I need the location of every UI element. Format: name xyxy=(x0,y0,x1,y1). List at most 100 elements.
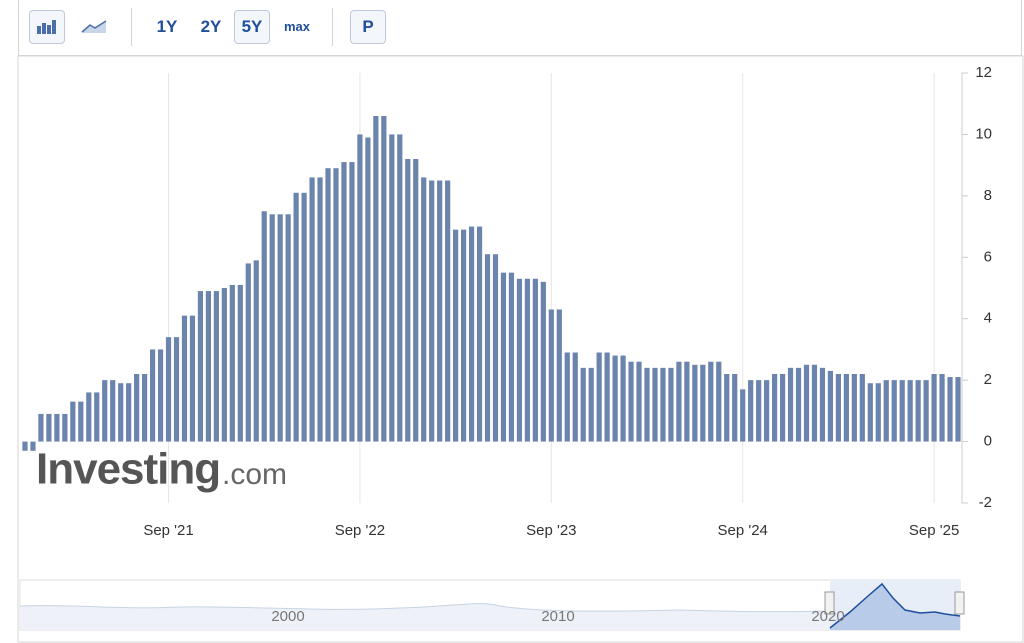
bar xyxy=(229,284,235,442)
bar xyxy=(397,134,403,442)
bar xyxy=(165,337,172,442)
bar xyxy=(54,413,60,442)
bar xyxy=(915,380,921,442)
navigator-handle[interactable] xyxy=(954,591,965,615)
separator xyxy=(131,8,132,46)
bar xyxy=(684,361,690,442)
bar xyxy=(803,364,810,442)
bar xyxy=(779,374,786,442)
bar xyxy=(118,383,124,442)
bar xyxy=(38,413,44,442)
navigator-label: 2000 xyxy=(271,608,304,625)
navigator-label: 2020 xyxy=(811,608,844,625)
bar xyxy=(827,370,834,442)
bar xyxy=(325,168,331,442)
bar xyxy=(500,272,507,442)
y-tick-label: 6 xyxy=(984,248,992,265)
icon xyxy=(81,20,107,33)
bar xyxy=(22,441,28,451)
bar xyxy=(867,383,873,442)
bar xyxy=(628,361,634,442)
bar xyxy=(205,291,212,442)
navigator-area xyxy=(20,603,830,630)
x-tick-label: Sep '24 xyxy=(717,522,767,539)
bar xyxy=(429,180,435,442)
y-tick-label: -2 xyxy=(979,494,992,511)
bar xyxy=(237,284,243,442)
bar xyxy=(181,315,188,442)
bar xyxy=(676,361,682,442)
bar xyxy=(317,177,323,442)
bar xyxy=(947,377,953,442)
bar xyxy=(548,309,554,442)
range-button[interactable]: 1Y xyxy=(156,17,178,36)
bar xyxy=(572,352,578,442)
bar xyxy=(644,367,650,442)
bar xyxy=(891,380,897,442)
bar xyxy=(955,377,961,442)
x-tick-label: Sep '21 xyxy=(143,522,193,539)
bar xyxy=(157,349,164,442)
range-button[interactable]: 5Y xyxy=(234,10,270,44)
bar xyxy=(86,392,92,442)
bar xyxy=(660,367,666,442)
bar xyxy=(102,380,108,442)
bar xyxy=(293,192,299,442)
watermark: Investing xyxy=(36,445,220,494)
bar xyxy=(261,211,267,442)
bar xyxy=(508,272,515,442)
chart-frame xyxy=(17,55,1024,643)
period-button[interactable]: P xyxy=(350,10,386,44)
bar xyxy=(437,180,443,442)
navigator-line xyxy=(829,582,961,629)
y-tick-label: 8 xyxy=(984,187,992,204)
bar xyxy=(333,168,339,442)
bar xyxy=(939,374,945,442)
bar xyxy=(349,162,355,442)
bar xyxy=(859,374,865,442)
navigator-area xyxy=(830,584,960,630)
bar xyxy=(899,380,905,442)
bar xyxy=(732,374,738,442)
range-button[interactable]: max xyxy=(283,19,311,34)
bar xyxy=(173,337,180,442)
bar xyxy=(62,413,68,442)
bar xyxy=(94,392,100,442)
bar xyxy=(851,374,857,442)
bar xyxy=(253,260,259,442)
y-tick-label: 0 xyxy=(984,433,992,450)
line-chart-icon[interactable] xyxy=(77,10,113,44)
bar-chart-icon[interactable] xyxy=(29,10,65,44)
bar xyxy=(421,177,427,442)
bar xyxy=(843,374,849,442)
bar xyxy=(532,278,538,442)
bar xyxy=(142,374,148,442)
navigator-handle[interactable] xyxy=(824,591,835,615)
bar xyxy=(835,374,841,442)
bar xyxy=(580,367,586,442)
bar xyxy=(692,364,698,442)
bar xyxy=(819,367,826,442)
bar xyxy=(413,159,419,442)
bar xyxy=(708,361,714,442)
navigator: 2000 2010 2020 xyxy=(19,579,965,631)
bar xyxy=(70,401,76,442)
range-button[interactable]: 2Y xyxy=(200,17,222,36)
bar xyxy=(277,214,283,442)
bar xyxy=(588,367,594,442)
bar xyxy=(484,254,491,442)
bar xyxy=(883,380,889,442)
bar xyxy=(357,134,363,442)
bar xyxy=(748,380,754,442)
bar xyxy=(30,441,36,451)
bar xyxy=(365,137,371,442)
x-tick-label: Sep '25 xyxy=(909,522,959,539)
bar xyxy=(612,355,618,442)
navigator-line xyxy=(19,603,831,613)
plot: -2 0 2 4 6 8 10 12 Sep '21 Sep '22 Sep '23 Sep '24 S… xyxy=(22,64,992,539)
bar xyxy=(213,291,219,442)
bar xyxy=(524,278,530,442)
bar xyxy=(269,214,275,442)
